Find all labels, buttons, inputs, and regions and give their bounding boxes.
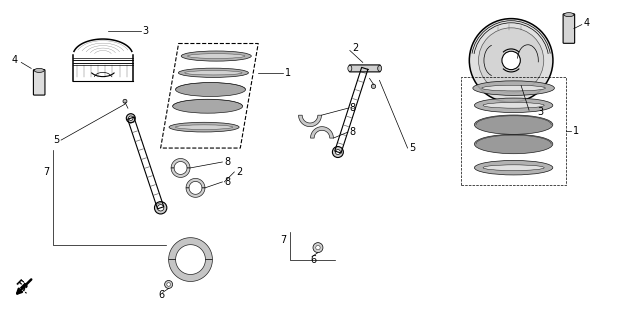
Ellipse shape xyxy=(473,81,555,95)
Ellipse shape xyxy=(482,85,545,91)
Polygon shape xyxy=(169,260,212,282)
Circle shape xyxy=(155,202,167,214)
Ellipse shape xyxy=(178,68,248,77)
Circle shape xyxy=(313,243,323,252)
Text: 1: 1 xyxy=(285,68,291,78)
Circle shape xyxy=(502,51,520,70)
Text: 8: 8 xyxy=(224,157,230,167)
Polygon shape xyxy=(186,179,205,188)
Ellipse shape xyxy=(474,115,553,134)
Circle shape xyxy=(315,245,320,250)
Text: 8: 8 xyxy=(350,103,356,113)
Polygon shape xyxy=(171,168,190,177)
Text: 2: 2 xyxy=(352,44,358,53)
Circle shape xyxy=(371,84,376,89)
Text: 3: 3 xyxy=(537,107,543,117)
Ellipse shape xyxy=(474,160,553,175)
Text: 4: 4 xyxy=(11,55,17,65)
Text: 8: 8 xyxy=(350,127,356,137)
Circle shape xyxy=(129,116,133,120)
Text: 5: 5 xyxy=(53,135,60,145)
Ellipse shape xyxy=(483,102,544,108)
Text: 7: 7 xyxy=(280,235,286,245)
Circle shape xyxy=(165,280,173,288)
Circle shape xyxy=(335,149,340,155)
Circle shape xyxy=(158,204,164,211)
Circle shape xyxy=(167,283,170,286)
Text: 8: 8 xyxy=(224,177,230,187)
Ellipse shape xyxy=(181,51,252,61)
Text: 1: 1 xyxy=(573,126,579,136)
Ellipse shape xyxy=(474,98,553,113)
Text: 5: 5 xyxy=(410,143,416,153)
Polygon shape xyxy=(169,238,212,260)
Circle shape xyxy=(126,114,135,123)
Text: 2: 2 xyxy=(237,167,243,177)
Polygon shape xyxy=(299,115,322,127)
Text: FR.: FR. xyxy=(12,278,30,296)
Ellipse shape xyxy=(176,83,245,96)
Circle shape xyxy=(123,99,127,103)
Ellipse shape xyxy=(175,125,233,129)
Ellipse shape xyxy=(564,13,574,17)
Ellipse shape xyxy=(34,68,44,72)
FancyBboxPatch shape xyxy=(563,14,574,43)
Text: 3: 3 xyxy=(143,26,149,36)
Ellipse shape xyxy=(169,122,239,132)
Ellipse shape xyxy=(348,65,352,71)
Text: 7: 7 xyxy=(43,167,50,177)
Text: 4: 4 xyxy=(584,18,590,28)
Polygon shape xyxy=(310,127,333,138)
Ellipse shape xyxy=(173,99,243,113)
Ellipse shape xyxy=(184,71,242,75)
Circle shape xyxy=(332,147,343,157)
Circle shape xyxy=(469,19,553,102)
Ellipse shape xyxy=(378,65,382,71)
Ellipse shape xyxy=(188,54,245,59)
Polygon shape xyxy=(171,158,190,168)
Polygon shape xyxy=(186,188,205,197)
Circle shape xyxy=(479,28,544,93)
FancyBboxPatch shape xyxy=(34,69,45,95)
FancyBboxPatch shape xyxy=(350,65,380,72)
Text: 6: 6 xyxy=(310,255,316,265)
Ellipse shape xyxy=(474,134,553,154)
Text: 6: 6 xyxy=(158,291,165,300)
Ellipse shape xyxy=(483,165,544,171)
